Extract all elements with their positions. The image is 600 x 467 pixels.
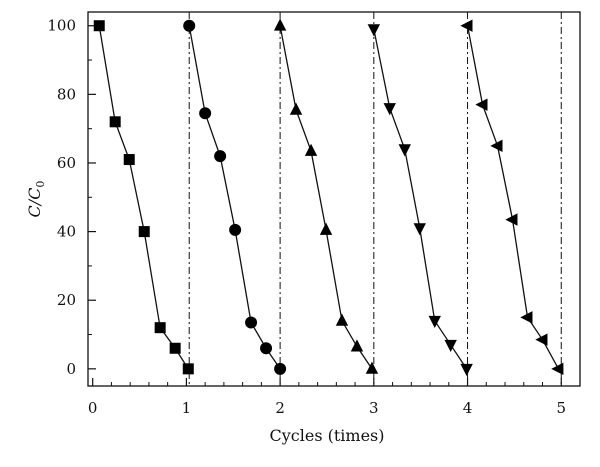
data-point — [428, 315, 441, 329]
data-point — [109, 116, 121, 128]
y-tick-label: 40 — [57, 223, 76, 241]
data-point — [475, 98, 488, 111]
data-point — [214, 150, 227, 163]
series-line — [373, 29, 468, 370]
data-point — [520, 311, 533, 324]
series-circle — [183, 19, 287, 375]
x-axis-label: Cycles (times) — [269, 426, 384, 445]
data-point — [367, 24, 381, 37]
series-line — [466, 25, 560, 370]
cycle-boundary-lines — [188, 12, 562, 386]
y-axis-ticks: 0 20 40 60 80 100 — [47, 17, 96, 378]
x-tick-label: 1 — [182, 399, 192, 417]
data-point — [245, 316, 258, 329]
y-axis-label-subscript: 0 — [34, 181, 47, 188]
series-square — [93, 20, 194, 375]
data-point — [413, 223, 426, 236]
data-point — [169, 342, 181, 354]
series-line — [98, 25, 189, 370]
x-tick-label: 4 — [463, 399, 473, 417]
data-point — [551, 362, 564, 376]
y-tick-label: 60 — [57, 154, 76, 172]
data-point — [460, 363, 473, 377]
data-point — [460, 19, 473, 32]
data-point — [319, 222, 333, 235]
data-series — [93, 18, 564, 377]
data-point — [365, 361, 379, 374]
data-point — [93, 20, 105, 32]
data-point — [260, 342, 273, 355]
data-point — [123, 154, 135, 166]
y-axis-label-main: C/C — [25, 188, 44, 218]
data-point — [444, 339, 457, 353]
data-point — [273, 18, 287, 31]
y-tick-label: 80 — [57, 85, 76, 103]
data-point — [274, 362, 287, 375]
data-point — [335, 313, 349, 326]
plot-frame — [87, 11, 581, 387]
series-line — [279, 25, 373, 370]
y-axis-label: C/C0 — [25, 181, 47, 218]
y-tick-label: 0 — [66, 360, 76, 378]
data-point — [383, 103, 396, 116]
series-triangle-up — [273, 18, 379, 374]
data-point — [138, 226, 150, 238]
data-point — [199, 107, 212, 120]
x-tick-label: 3 — [369, 399, 379, 417]
data-point — [154, 322, 166, 334]
y-tick-label: 20 — [57, 291, 76, 309]
series-line — [188, 25, 281, 370]
data-point — [505, 213, 518, 226]
y-tick-label: 100 — [47, 17, 76, 35]
x-tick-label: 2 — [275, 399, 285, 417]
data-point — [535, 333, 548, 346]
series-triangle-left — [460, 19, 564, 376]
data-point — [490, 139, 503, 153]
series-triangle-down — [367, 24, 473, 377]
data-point — [229, 223, 242, 236]
data-point — [182, 363, 194, 375]
data-point — [398, 144, 411, 157]
x-tick-label: 5 — [556, 399, 566, 417]
data-point — [183, 19, 196, 32]
x-tick-label: 0 — [88, 399, 98, 417]
data-point — [350, 339, 364, 352]
data-point — [289, 102, 303, 115]
data-point — [304, 143, 318, 156]
x-axis-ticks: 0 1 2 3 4 5 — [88, 378, 566, 417]
